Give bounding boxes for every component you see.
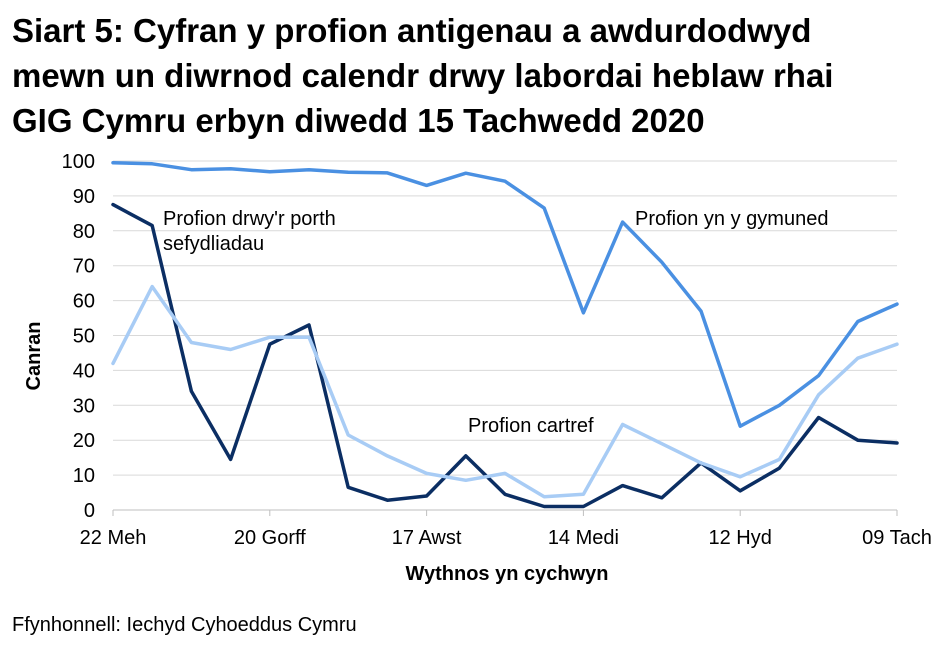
y-tick-label: 20 — [73, 430, 95, 452]
annotation-community: Profion yn y gymuned — [635, 208, 828, 230]
y-tick-label: 80 — [73, 221, 95, 243]
chart-title-line-1: Siart 5: Cyfran y profion antigenau a aw… — [12, 12, 812, 49]
y-tick-label: 70 — [73, 256, 95, 278]
y-tick-label: 0 — [84, 500, 95, 522]
x-tick-label: 17 Awst — [392, 527, 462, 549]
y-tick-label: 100 — [62, 151, 95, 173]
y-tick-label: 40 — [73, 360, 95, 382]
y-axis-tick-labels: 0 10 20 30 40 50 60 70 80 90 100 — [62, 151, 95, 522]
series-annotations: Profion drwy'r porth sefydliadau Profion y… — [163, 208, 828, 437]
y-axis-label: Canran — [23, 322, 45, 391]
annotation-institutions-portal: Profion drwy'r porth — [163, 208, 336, 230]
line-chart: 0 10 20 30 40 50 60 70 80 90 100 22 Meh 20 Gorff 17 … — [23, 151, 932, 585]
gridlines — [113, 160, 897, 476]
y-tick-label: 10 — [73, 465, 95, 487]
y-tick-label: 30 — [73, 395, 95, 417]
chart-title-line-3: GIG Cymru erbyn diwedd 15 Tachwedd 2020 — [12, 102, 705, 139]
series-line-home — [111, 284, 899, 499]
chart-title-line-2: mewn un diwrnod calendr drwy labordai he… — [12, 57, 834, 94]
x-tick-label: 20 Gorff — [234, 527, 306, 549]
series-lines — [111, 160, 899, 509]
annotation-home: Profion cartref — [468, 415, 594, 437]
y-tick-label: 90 — [73, 186, 95, 208]
x-axis-label: Wythnos yn cychwyn — [405, 563, 608, 585]
y-tick-label: 60 — [73, 291, 95, 313]
x-tick-label: 09 Tach — [862, 527, 932, 549]
annotation-institutions-portal: sefydliadau — [163, 233, 264, 255]
source-note: Ffynhonnell: Iechyd Cyhoeddus Cymru — [12, 614, 357, 636]
x-tick-label: 12 Hyd — [709, 527, 772, 549]
x-axis-tick-labels: 22 Meh 20 Gorff 17 Awst 14 Medi 12 Hyd 09 Tac… — [80, 510, 932, 549]
series-line-community — [111, 160, 899, 428]
y-tick-label: 50 — [73, 326, 95, 348]
chart-title: Siart 5: Cyfran y profion antigenau a aw… — [12, 8, 942, 143]
x-tick-label: 22 Meh — [80, 527, 147, 549]
x-tick-label: 14 Medi — [548, 527, 619, 549]
